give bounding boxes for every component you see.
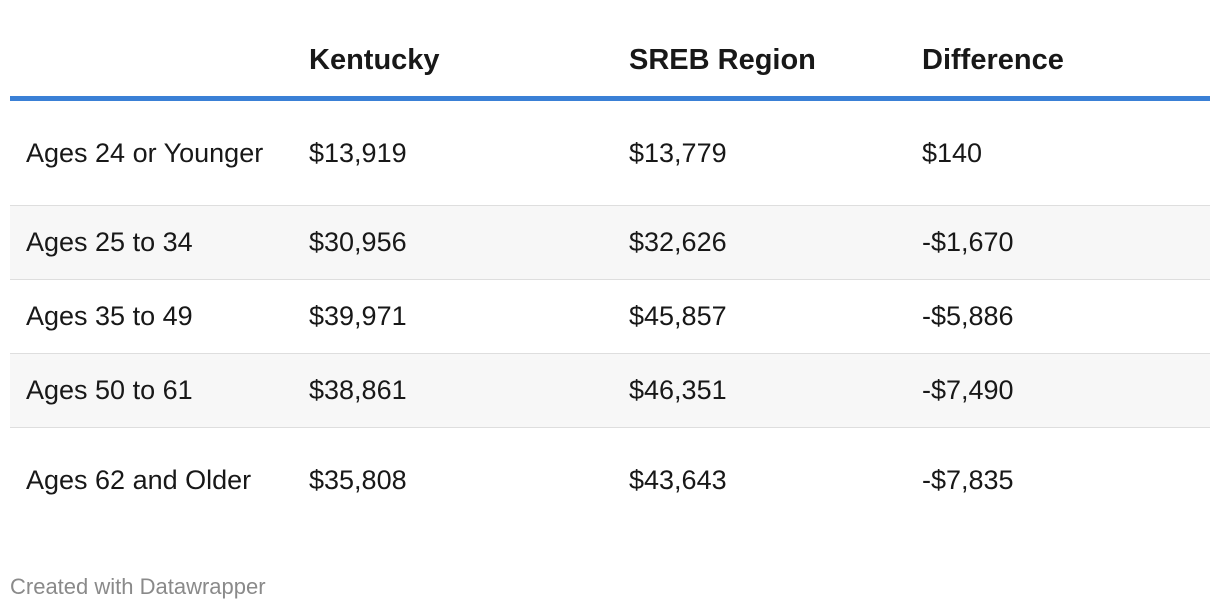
table-row: Ages 24 or Younger $13,919 $13,779 $140 bbox=[10, 98, 1210, 206]
sreb-region-cell: $13,779 bbox=[613, 98, 906, 206]
difference-cell: -$7,490 bbox=[906, 353, 1210, 428]
sreb-region-cell: $43,643 bbox=[629, 464, 727, 495]
header-cell-kentucky: Kentucky bbox=[293, 0, 613, 101]
kentucky-cell: $13,919 bbox=[293, 98, 613, 206]
row-label-cell: Ages 24 or Younger bbox=[10, 98, 293, 206]
row-label-cell: Ages 62 and Older bbox=[26, 464, 252, 495]
kentucky-cell: $30,956 bbox=[293, 205, 613, 280]
table-row: Ages 62 and Older $35,808 $43,643 -$7,83… bbox=[10, 427, 1210, 532]
header-cell-label bbox=[10, 0, 293, 101]
data-table: Kentucky SREB Region Difference Ages 24 … bbox=[10, 0, 1210, 532]
header-cell-difference: Difference bbox=[906, 0, 1210, 101]
table-row: Ages 50 to 61 $38,861 $46,351 -$7,490 bbox=[10, 353, 1210, 428]
data-table-container: Kentucky SREB Region Difference Ages 24 … bbox=[10, 0, 1210, 532]
header-cell-sreb-region: SREB Region bbox=[613, 0, 906, 101]
difference-cell: -$5,886 bbox=[906, 279, 1210, 354]
table-row: Ages 25 to 34 $30,956 $32,626 -$1,670 bbox=[10, 205, 1210, 280]
row-label-cell: Ages 25 to 34 bbox=[10, 205, 293, 280]
sreb-region-cell: $32,626 bbox=[613, 205, 906, 280]
kentucky-cell: $35,808 bbox=[309, 464, 407, 495]
sreb-region-cell: $46,351 bbox=[613, 353, 906, 428]
kentucky-cell: $39,971 bbox=[293, 279, 613, 354]
table-row: Ages 35 to 49 $39,971 $45,857 -$5,886 bbox=[10, 279, 1210, 354]
datawrapper-credit: Created with Datawrapper bbox=[10, 574, 266, 599]
difference-cell: -$7,835 bbox=[922, 464, 1014, 495]
row-label-cell: Ages 35 to 49 bbox=[10, 279, 293, 354]
difference-cell: $140 bbox=[906, 98, 1210, 206]
row-label-cell: Ages 50 to 61 bbox=[10, 353, 293, 428]
table-header: Kentucky SREB Region Difference bbox=[10, 0, 1210, 101]
header-row: Kentucky SREB Region Difference bbox=[10, 0, 1210, 101]
kentucky-cell: $38,861 bbox=[293, 353, 613, 428]
table-body: Ages 24 or Younger $13,919 $13,779 $140 … bbox=[10, 98, 1210, 532]
difference-cell: -$1,670 bbox=[906, 205, 1210, 280]
sreb-region-cell: $45,857 bbox=[613, 279, 906, 354]
